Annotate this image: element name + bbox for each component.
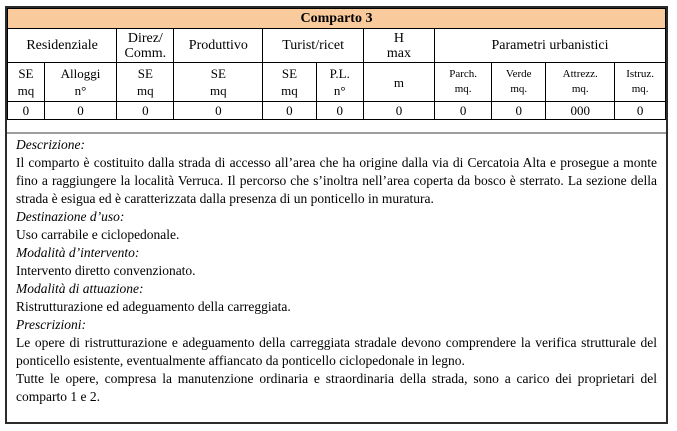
col-group-produttivo: Produttivo (173, 28, 264, 63)
modalita-intervento-block: Modalità d’intervento: Intervento dirett… (16, 244, 657, 280)
value-istruz-mq: 0 (614, 101, 666, 120)
col-group-parametri-urbanistici: Parametri urbanistici (434, 28, 666, 63)
table-title: Comparto 3 (7, 8, 666, 29)
col-header-direz-se-mq: SE mq (116, 62, 175, 102)
value-verde-mq: 0 (491, 101, 547, 120)
comparto-table: Comparto 3 Residenziale Direz/ Comm. Pro… (6, 8, 666, 120)
col-header-res-se-mq: SE mq (7, 62, 45, 102)
value-pl-n: 0 (315, 101, 364, 120)
modalita-intervento-label: Modalità d’intervento: (16, 245, 140, 260)
value-turist-se-mq: 0 (262, 101, 317, 120)
description-section: Descrizione: Il comparto è costituito da… (7, 134, 666, 406)
value-direz-se-mq: 0 (116, 101, 175, 120)
col-group-residenziale: Residenziale (6, 28, 118, 63)
col-header-attrezz-mq: Attrezz. mq. (545, 62, 616, 102)
prescrizioni-label: Prescrizioni: (16, 317, 86, 332)
comparto-sheet: Comparto 3 Residenziale Direz/ Comm. Pro… (5, 6, 668, 424)
destinazione-block: Destinazione d’uso: Uso carrabile e cicl… (16, 208, 657, 244)
descrizione-text: Il comparto è costituito dalla strada di… (16, 155, 657, 206)
description-block: Descrizione: Il comparto è costituito da… (16, 136, 657, 208)
value-prod-se-mq: 0 (173, 101, 264, 120)
destinazione-label: Destinazione d’uso: (16, 209, 125, 224)
values-row: 0 0 0 0 0 0 0 0 0 000 0 (7, 101, 666, 120)
col-header-verde-mq: Verde mq. (491, 62, 547, 102)
modalita-attuazione-text: Ristrutturazione ed adeguamento della ca… (16, 299, 291, 314)
value-parch-mq: 0 (434, 101, 493, 120)
descrizione-label: Descrizione: (16, 137, 85, 152)
modalita-attuazione-label: Modalità di attuazione: (16, 281, 144, 296)
col-header-alloggi-n: Alloggi n° (43, 62, 118, 102)
prescrizioni-block: Prescrizioni: Le opere di ristrutturazio… (16, 316, 657, 406)
modalita-attuazione-block: Modalità di attuazione: Ristrutturazione… (16, 280, 657, 316)
col-group-turist-ricet: Turist/ricet (262, 28, 364, 63)
destinazione-text: Uso carrabile e ciclopedonale. (16, 227, 180, 242)
col-header-parch-mq: Parch. mq. (434, 62, 493, 102)
value-h-max-m: 0 (362, 101, 436, 120)
col-header-pl-n: P.L. n° (315, 62, 364, 102)
value-attrezz-mq: 000 (545, 101, 616, 120)
col-header-prod-se-mq: SE mq (173, 62, 264, 102)
table-description-gap (7, 120, 666, 132)
value-res-se-mq: 0 (7, 101, 45, 120)
col-header-m: m (362, 62, 436, 102)
col-group-direz-comm: Direz/ Comm. (116, 28, 175, 63)
section-divider (7, 132, 666, 134)
prescrizioni-text: Le opere di ristrutturazione e adeguamen… (16, 335, 657, 404)
modalita-intervento-text: Intervento diretto convenzionato. (16, 263, 196, 278)
value-alloggi-n: 0 (43, 101, 118, 120)
col-header-turist-se-mq: SE mq (262, 62, 317, 102)
col-header-istruz-mq: Istruz. mq. (614, 62, 666, 102)
col-group-h-max: H max (362, 28, 436, 63)
